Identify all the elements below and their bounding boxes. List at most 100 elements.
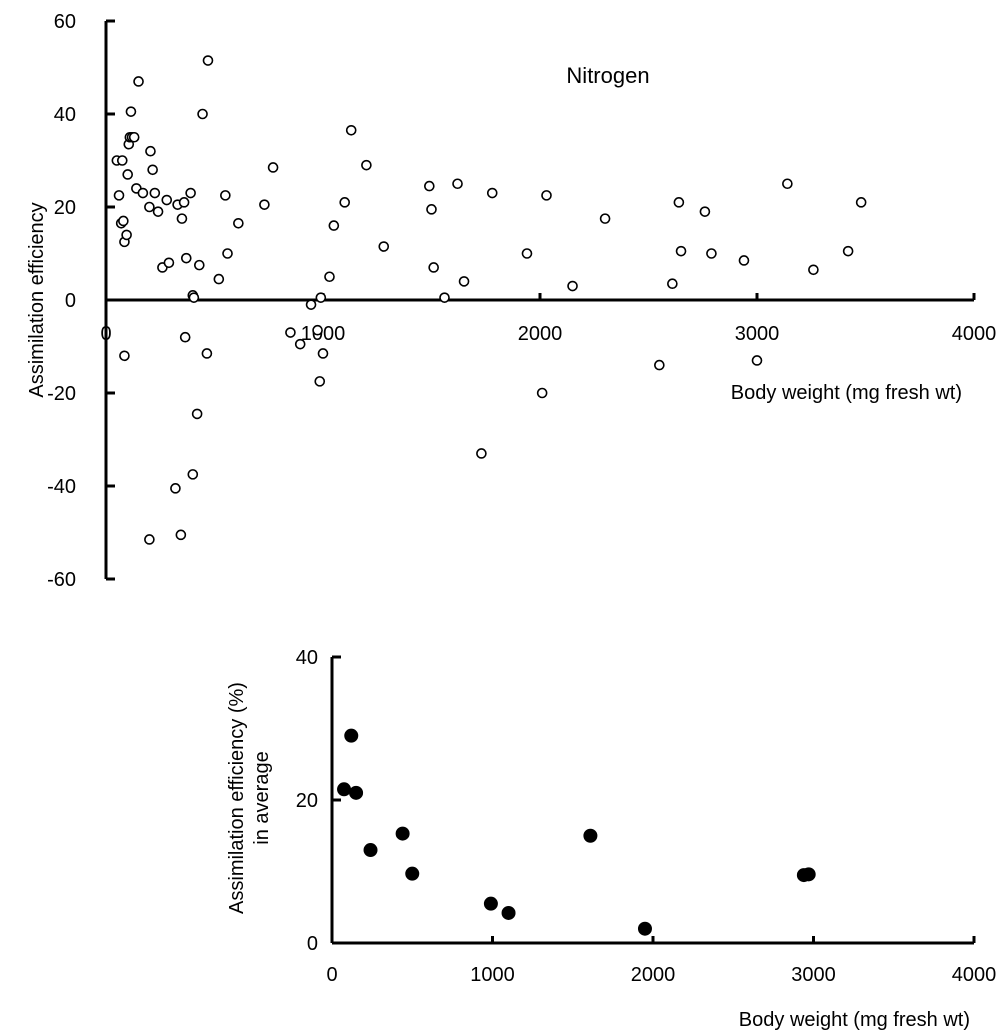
data-point [128, 131, 140, 143]
data-point [285, 327, 296, 338]
data-point [116, 155, 128, 166]
data-point [144, 201, 155, 213]
x-tick-label: 1000 [470, 964, 515, 986]
x-tick-label: 0 [326, 964, 337, 986]
chart-title: Nitrogen [566, 63, 649, 88]
data-point [163, 257, 175, 269]
x-tick-label: 4000 [952, 323, 997, 345]
data-point [521, 248, 533, 259]
x-tick-label: 3000 [791, 964, 836, 986]
y-tick-label: 0 [65, 290, 76, 312]
data-point [197, 108, 208, 120]
data-point [176, 213, 188, 224]
x-tick-label: 0 [100, 323, 111, 345]
data-point [118, 215, 129, 227]
data-point [344, 728, 359, 743]
data-point [751, 355, 763, 366]
data-point [312, 324, 323, 336]
data-point [536, 387, 548, 399]
data-point [395, 826, 410, 841]
data-point [267, 162, 279, 173]
data-point [220, 190, 231, 201]
data-point [801, 867, 816, 882]
data-point [119, 350, 130, 362]
y-tick-label: 40 [54, 104, 76, 126]
data-point [259, 199, 270, 210]
nitrogen-points [111, 55, 867, 545]
data-point [170, 483, 181, 494]
data-point [673, 197, 685, 208]
data-point [599, 213, 611, 224]
data-point [202, 55, 214, 66]
data-point [675, 245, 687, 257]
data-point [361, 159, 372, 171]
x-tick-label: 2000 [631, 964, 676, 986]
data-point [541, 190, 552, 201]
data-point [458, 276, 470, 287]
data-point [144, 534, 155, 545]
data-point [147, 164, 158, 176]
y-axis-title-line2: in average [251, 751, 273, 844]
average-points [337, 728, 816, 936]
data-point [179, 331, 191, 343]
data-point [194, 259, 205, 271]
y-tick-label: 20 [54, 197, 76, 219]
data-point [583, 828, 598, 843]
x-axis-title: Body weight (mg fresh wt) [739, 1009, 970, 1031]
x-tick-label: 1000 [301, 323, 346, 345]
data-point [378, 241, 390, 252]
data-point [191, 408, 203, 420]
data-point [145, 145, 156, 157]
data-point [476, 448, 487, 459]
y-tick-label: 20 [296, 790, 318, 812]
data-point [439, 292, 450, 303]
data-point [122, 169, 133, 180]
data-point [324, 271, 335, 283]
x-tick-label: 2000 [518, 323, 563, 345]
data-point [125, 106, 137, 117]
data-point [699, 206, 711, 217]
data-point [213, 273, 225, 285]
y-axis-title-line1: Assimilation efficiency (%) [226, 682, 248, 914]
y-tick-label: -20 [47, 383, 76, 405]
y-axis-title: Assimilation efficiency [26, 202, 48, 397]
data-point [161, 194, 173, 206]
data-point [567, 280, 578, 292]
average-scatter-chart: 0 1000 2000 3000 4000 0 20 40 Body weight (mg f… [226, 647, 996, 1031]
x-tick-label: 4000 [952, 964, 997, 986]
data-point [187, 469, 199, 480]
data-point [178, 197, 190, 208]
y-tick-label: 40 [296, 647, 318, 669]
data-point [486, 187, 498, 199]
data-point [152, 206, 164, 217]
nitrogen-scatter-chart: 0 1000 2000 3000 4000 -60 -40 -20 0 20 40 60 Nitrog… [26, 11, 996, 591]
data-point [121, 229, 132, 241]
data-point [363, 843, 378, 858]
data-point [428, 262, 439, 273]
data-point [654, 359, 665, 371]
y-tick-label: -60 [47, 569, 76, 591]
y-tick-label: 60 [54, 11, 76, 33]
data-point [175, 529, 187, 541]
y-tick-label: -40 [47, 476, 76, 498]
data-point [452, 178, 463, 190]
data-point [345, 124, 357, 136]
data-point [337, 782, 352, 797]
data-point [424, 180, 435, 192]
x-axis-title: Body weight (mg fresh wt) [731, 382, 962, 404]
data-point [706, 248, 717, 259]
data-point [149, 187, 161, 199]
data-point [667, 278, 678, 290]
data-point [185, 187, 196, 199]
data-point [113, 190, 125, 201]
x-tick-label: 3000 [735, 323, 780, 345]
data-point [137, 187, 149, 199]
data-point [317, 348, 329, 359]
data-point [842, 245, 854, 257]
data-point [808, 264, 819, 276]
data-point [426, 204, 437, 215]
data-point [483, 896, 498, 911]
data-point [233, 217, 244, 229]
data-point [314, 376, 326, 387]
